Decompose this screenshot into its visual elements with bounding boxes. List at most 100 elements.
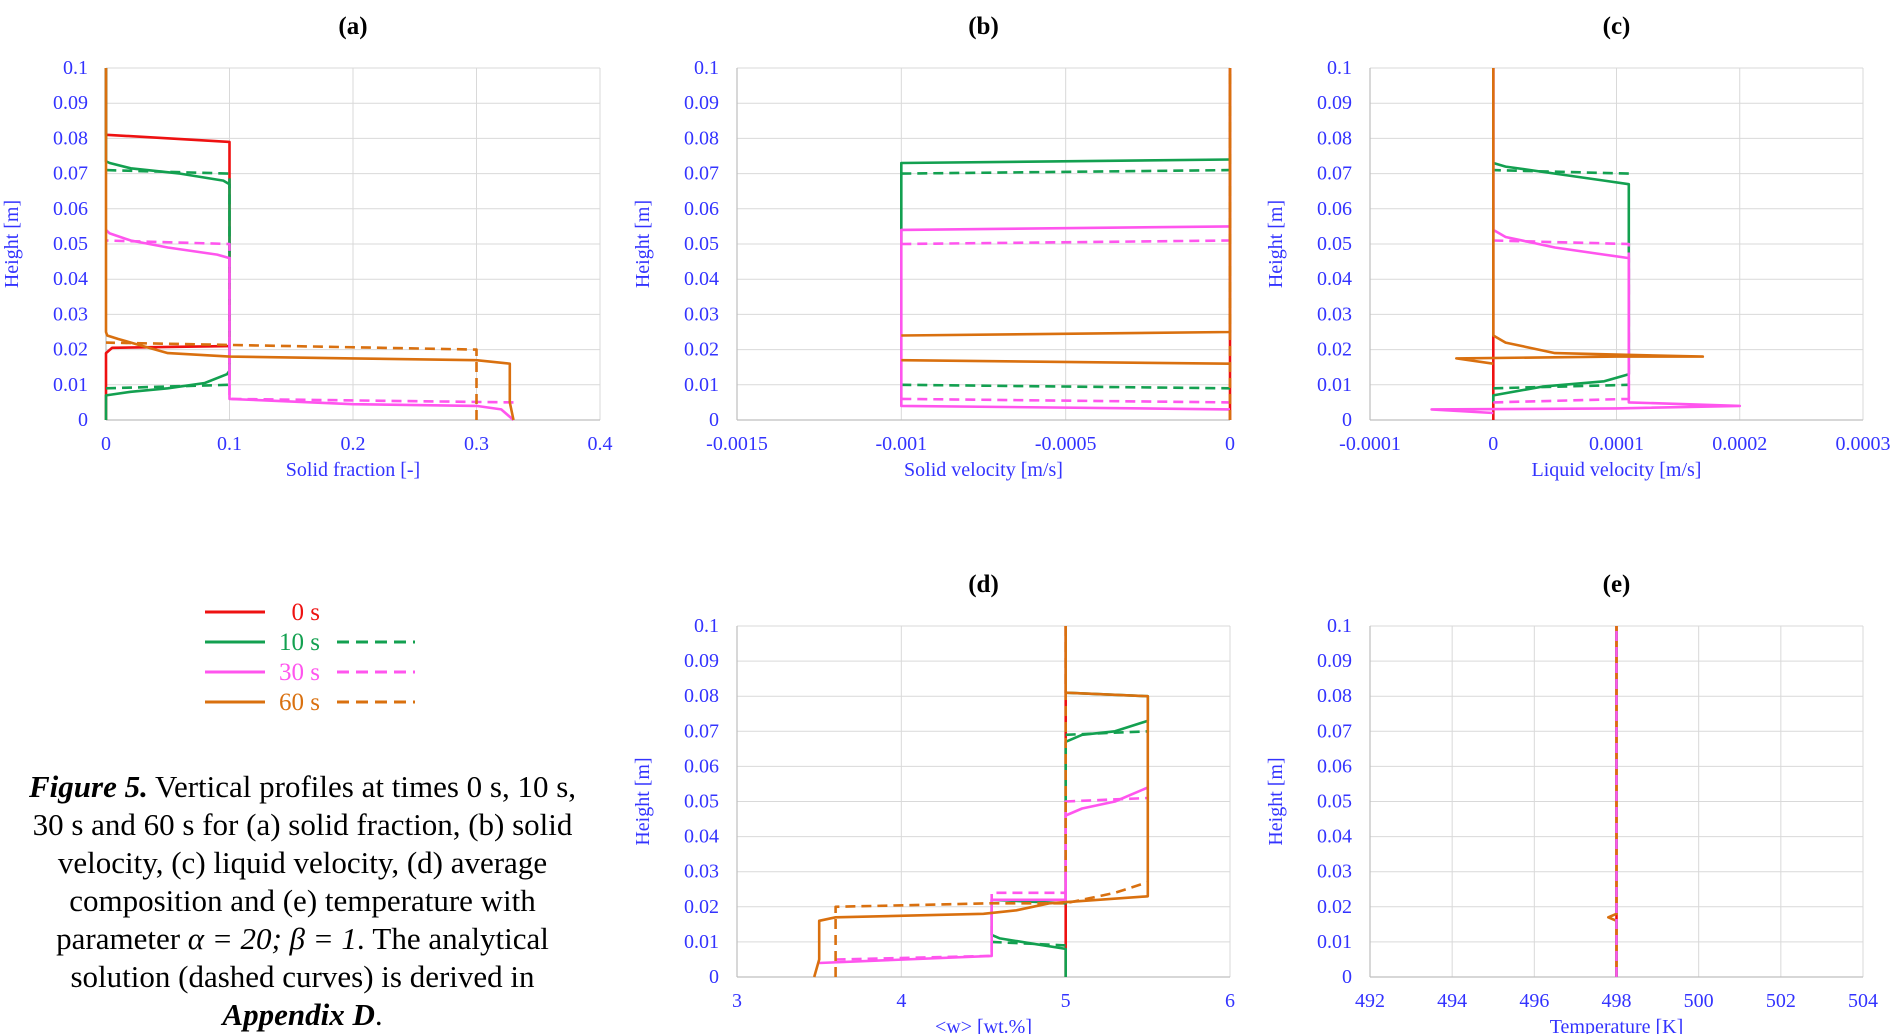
y-tick-label: 0.04	[53, 268, 88, 290]
x-axis-label: <w> [wt.%]	[935, 1016, 1032, 1034]
y-tick-label: 0.08	[53, 127, 88, 149]
series-line	[899, 158, 1231, 244]
panel-title: (b)	[968, 13, 999, 40]
series-line	[819, 786, 1149, 965]
y-tick-label: 0.1	[1327, 615, 1352, 637]
y-tick-label: 0.01	[684, 931, 719, 953]
y-tick-label: 0.05	[1317, 791, 1352, 813]
panel-b: -0.0015 -0.001 -0.0005 0 0 0.01 0.02 0.03 0.04 0.…	[632, 13, 1235, 481]
legend-label: 10 s	[279, 629, 320, 656]
series-line	[105, 239, 514, 404]
y-tick-label: 0.1	[1327, 57, 1352, 79]
y-tick-label: 0.08	[1317, 127, 1352, 149]
x-tick-label: 0.0001	[1589, 433, 1644, 455]
y-tick-label: 0.1	[694, 57, 719, 79]
y-tick-label: 0.05	[684, 791, 719, 813]
x-tick-label: 0	[1488, 433, 1498, 455]
x-tick-label: 496	[1519, 990, 1549, 1012]
x-tick-label: 494	[1437, 990, 1467, 1012]
y-tick-label: 0	[1342, 409, 1352, 431]
y-tick-label: 0.03	[53, 303, 88, 325]
y-tick-label: 0.06	[53, 198, 88, 220]
y-tick-label: 0.1	[63, 57, 88, 79]
panel-title: (c)	[1603, 13, 1631, 40]
x-tick-label: 0.0002	[1712, 433, 1767, 455]
x-axis-label: Solid velocity [m/s]	[904, 459, 1063, 481]
y-axis-label: Height [m]	[632, 757, 654, 845]
y-tick-label: 0	[1342, 966, 1352, 988]
x-tick-label: 502	[1766, 990, 1796, 1012]
y-axis-label: Height [m]	[1, 200, 23, 288]
y-tick-label: 0	[78, 409, 88, 431]
series-line	[812, 626, 1150, 978]
y-tick-label: 0.08	[684, 127, 719, 149]
x-tick-label: -0.0015	[706, 433, 768, 455]
x-tick-label: 0.3	[464, 433, 489, 455]
caption-text-2: . The analytical solution (dashed curves…	[70, 921, 549, 994]
x-tick-label: 0.1	[217, 433, 242, 455]
x-tick-label: 3	[732, 990, 742, 1012]
y-tick-label: 0.01	[1317, 374, 1352, 396]
x-axis-label: Solid fraction [-]	[286, 459, 420, 481]
y-tick-label: 0.06	[1317, 198, 1352, 220]
y-tick-label: 0.1	[694, 615, 719, 637]
series-line	[1493, 168, 1629, 175]
y-tick-label: 0.09	[1317, 650, 1352, 672]
x-axis-label: Liquid velocity [m/s]	[1532, 459, 1702, 481]
panel-title: (a)	[338, 13, 367, 40]
legend-label: 0 s	[292, 599, 320, 626]
series-line	[901, 358, 1231, 365]
x-tick-label: 0.2	[341, 433, 366, 455]
y-tick-label: 0.06	[684, 198, 719, 220]
y-tick-label: 0.02	[1317, 339, 1352, 361]
y-tick-label: 0	[709, 966, 719, 988]
panel-a: 0 0.1 0.2 0.3 0.4 0 0.01 0.02 0.03 0.04 0.05 0.06 0.…	[1, 13, 613, 481]
x-tick-label: 0.4	[588, 433, 613, 455]
y-axis-label: Height [m]	[1265, 757, 1287, 845]
y-tick-label: 0.01	[53, 374, 88, 396]
y-tick-label: 0.01	[1317, 931, 1352, 953]
x-tick-label: -0.001	[875, 433, 927, 455]
series-line	[835, 796, 1148, 961]
y-tick-label: 0.03	[684, 303, 719, 325]
y-tick-label: 0.06	[684, 755, 719, 777]
y-tick-label: 0.04	[684, 268, 719, 290]
y-tick-label: 0.07	[684, 720, 719, 742]
series-line	[105, 341, 478, 420]
y-tick-label: 0.08	[1317, 685, 1352, 707]
caption-text-3: .	[374, 997, 383, 1032]
y-tick-label: 0.07	[53, 163, 88, 185]
caption-label: Figure 5.	[28, 769, 148, 804]
legend-label: 30 s	[279, 659, 320, 686]
series-line	[105, 228, 515, 421]
x-tick-label: 500	[1684, 990, 1714, 1012]
figure-caption: Figure 5. Vertical profiles at times 0 s…	[15, 768, 590, 1034]
panel-c: -0.0001 0 0.0001 0.0002 0.000300.010.020.030…	[1265, 13, 1891, 481]
y-tick-label: 0.07	[1317, 163, 1352, 185]
y-tick-label: 0.09	[53, 92, 88, 114]
series-line	[1492, 161, 1631, 403]
series-line	[1065, 730, 1148, 737]
series-line	[901, 397, 1231, 404]
y-tick-label: 0.04	[684, 826, 719, 848]
x-tick-label: 6	[1225, 990, 1235, 1012]
series-line	[901, 383, 1231, 390]
y-tick-label: 0.03	[1317, 303, 1352, 325]
y-tick-label: 0.05	[1317, 233, 1352, 255]
y-tick-label: 0	[709, 409, 719, 431]
series-line	[901, 168, 1231, 175]
series-line	[1493, 383, 1629, 390]
y-tick-label: 0.02	[684, 339, 719, 361]
y-tick-label: 0.09	[684, 92, 719, 114]
y-tick-label: 0.07	[684, 163, 719, 185]
y-tick-label: 0.05	[684, 233, 719, 255]
series-line	[991, 940, 1066, 947]
y-tick-label: 0.02	[53, 339, 88, 361]
x-tick-label: -0.0005	[1035, 433, 1097, 455]
x-tick-label: 498	[1602, 990, 1632, 1012]
caption-appendix: Appendix D	[222, 997, 375, 1032]
x-axis-label: Temperature [K]	[1550, 1016, 1684, 1034]
x-tick-label: 492	[1355, 990, 1385, 1012]
y-tick-label: 0.09	[1317, 92, 1352, 114]
